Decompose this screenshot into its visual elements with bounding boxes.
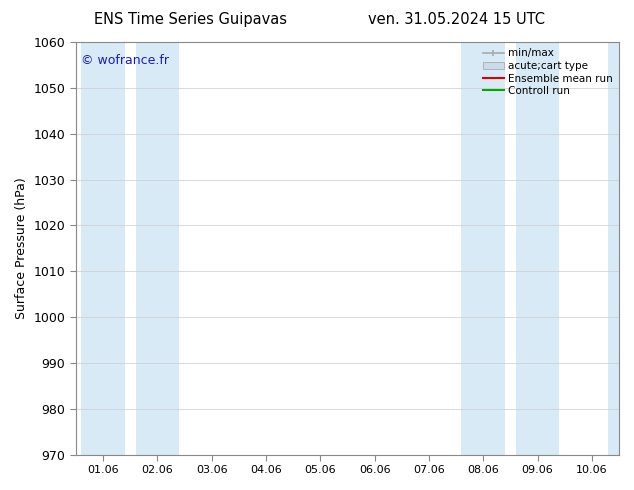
Y-axis label: Surface Pressure (hPa): Surface Pressure (hPa): [15, 177, 28, 319]
Bar: [81, 42, 125, 455]
Bar: [136, 42, 179, 455]
Text: © wofrance.fr: © wofrance.fr: [81, 54, 169, 68]
Text: ENS Time Series Guipavas: ENS Time Series Guipavas: [94, 12, 287, 27]
Bar: [608, 42, 619, 455]
Text: ven. 31.05.2024 15 UTC: ven. 31.05.2024 15 UTC: [368, 12, 545, 27]
Bar: [516, 42, 559, 455]
Legend: min/max, acute;cart type, Ensemble mean run, Controll run: min/max, acute;cart type, Ensemble mean …: [480, 45, 616, 99]
Bar: [462, 42, 505, 455]
